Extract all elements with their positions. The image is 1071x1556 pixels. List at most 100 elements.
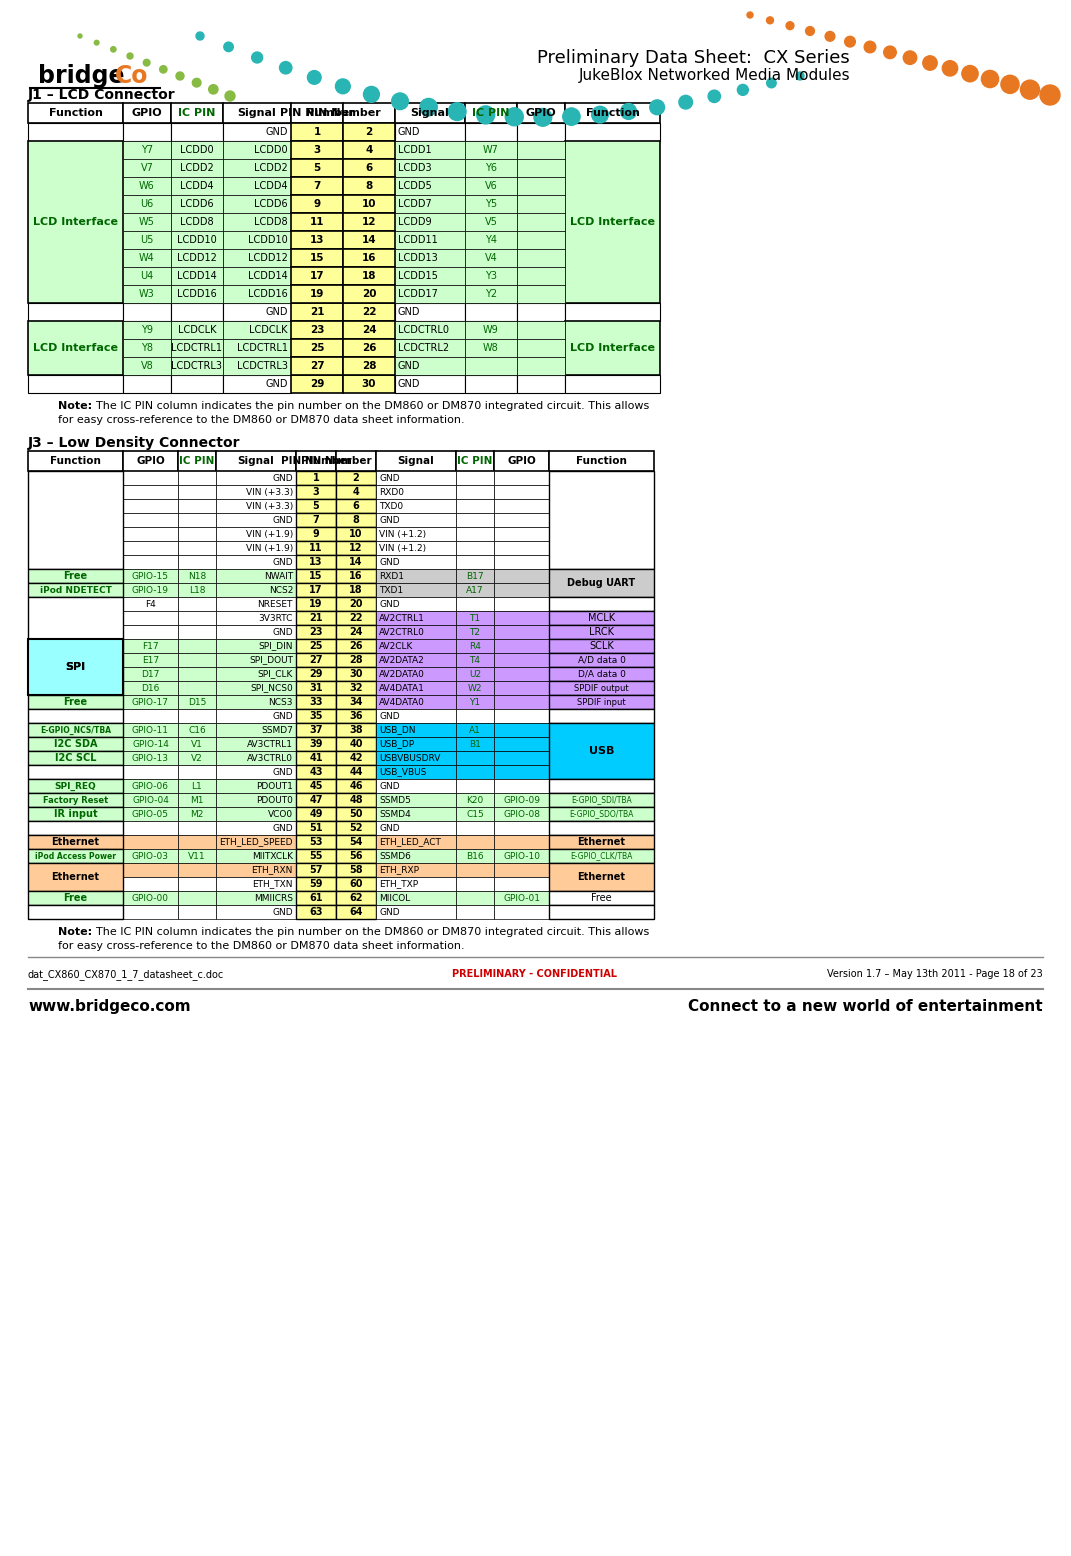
Bar xyxy=(28,471,123,485)
Bar xyxy=(291,194,343,213)
Text: 6: 6 xyxy=(352,501,360,510)
Bar xyxy=(123,892,178,906)
Text: GPIO-17: GPIO-17 xyxy=(132,697,169,706)
Bar xyxy=(549,906,654,920)
Text: LCD Interface: LCD Interface xyxy=(33,342,118,353)
Bar xyxy=(549,682,654,696)
Bar xyxy=(28,471,123,569)
Bar xyxy=(343,339,395,356)
Bar xyxy=(123,303,171,321)
Circle shape xyxy=(591,106,608,123)
Bar xyxy=(456,569,494,584)
Bar xyxy=(494,906,549,920)
Bar xyxy=(549,766,654,780)
Text: JukeBlox Networked Media Modules: JukeBlox Networked Media Modules xyxy=(578,67,850,82)
Text: GPIO-15: GPIO-15 xyxy=(132,571,169,580)
Text: Function: Function xyxy=(50,456,101,465)
Text: PDOUT1: PDOUT1 xyxy=(256,781,293,790)
Text: 25: 25 xyxy=(310,641,322,650)
Bar xyxy=(549,451,654,471)
Text: U4: U4 xyxy=(140,271,153,282)
Text: GND: GND xyxy=(379,557,399,566)
Circle shape xyxy=(767,17,773,23)
Text: Free: Free xyxy=(63,697,88,706)
Bar xyxy=(395,303,465,321)
Text: 55: 55 xyxy=(310,851,322,860)
Text: Y8: Y8 xyxy=(141,342,153,353)
Bar xyxy=(517,268,565,285)
Bar xyxy=(123,194,171,213)
Bar xyxy=(549,794,654,808)
Bar xyxy=(494,640,549,654)
Circle shape xyxy=(176,72,184,79)
Bar xyxy=(123,356,171,375)
Text: ETH_RXP: ETH_RXP xyxy=(379,865,419,874)
Bar xyxy=(456,710,494,724)
Text: LCDCTRL2: LCDCTRL2 xyxy=(398,342,449,353)
Text: V2: V2 xyxy=(191,753,202,762)
Bar xyxy=(123,612,178,626)
Text: Debug UART: Debug UART xyxy=(568,577,635,588)
Bar xyxy=(123,230,171,249)
Bar xyxy=(223,103,291,123)
Text: Function: Function xyxy=(576,456,627,465)
Bar xyxy=(178,766,216,780)
Bar xyxy=(178,906,216,920)
Bar xyxy=(123,668,178,682)
Text: SCLK: SCLK xyxy=(589,641,614,650)
Text: GND: GND xyxy=(398,361,421,370)
Text: U6: U6 xyxy=(140,199,153,209)
Bar xyxy=(465,339,517,356)
Bar xyxy=(376,808,456,822)
Text: VIN (+1.2): VIN (+1.2) xyxy=(379,529,426,538)
Bar xyxy=(565,321,660,375)
Bar xyxy=(494,724,549,738)
Bar xyxy=(376,499,456,513)
Bar xyxy=(465,303,517,321)
Bar xyxy=(517,356,565,375)
Bar xyxy=(171,375,223,394)
Text: LCDD10: LCDD10 xyxy=(177,235,216,244)
Bar xyxy=(223,285,291,303)
Bar xyxy=(28,654,123,668)
Text: MIICOL: MIICOL xyxy=(379,893,410,902)
Bar xyxy=(494,738,549,752)
Text: 50: 50 xyxy=(349,809,363,818)
Text: 45: 45 xyxy=(310,781,322,790)
Bar xyxy=(178,555,216,569)
Text: GPIO-09: GPIO-09 xyxy=(503,795,540,804)
Bar xyxy=(28,499,123,513)
Bar xyxy=(28,640,123,696)
Text: Factory Reset: Factory Reset xyxy=(43,795,108,804)
Bar xyxy=(291,177,343,194)
Bar xyxy=(549,584,654,598)
Text: USB: USB xyxy=(589,745,614,756)
Bar xyxy=(456,640,494,654)
Text: Connect to a new world of entertainment: Connect to a new world of entertainment xyxy=(689,999,1043,1015)
Text: E-GPIO_CLK/TBA: E-GPIO_CLK/TBA xyxy=(571,851,633,860)
Text: 17: 17 xyxy=(310,585,322,594)
Bar xyxy=(517,285,565,303)
Bar xyxy=(123,878,178,892)
Text: GND: GND xyxy=(272,823,293,832)
Bar xyxy=(494,766,549,780)
Text: MIITXCLK: MIITXCLK xyxy=(252,851,293,860)
Bar xyxy=(123,794,178,808)
Bar xyxy=(343,177,395,194)
Bar xyxy=(343,249,395,268)
Text: LCDD2: LCDD2 xyxy=(180,163,214,173)
Bar xyxy=(178,541,216,555)
Bar xyxy=(291,103,343,123)
Bar xyxy=(376,471,456,485)
Bar xyxy=(549,612,654,626)
Text: Ethernet: Ethernet xyxy=(51,837,100,846)
Bar xyxy=(336,696,376,710)
Text: LCDD4: LCDD4 xyxy=(180,180,214,191)
Text: GND: GND xyxy=(272,515,293,524)
Bar xyxy=(123,555,178,569)
Bar xyxy=(123,850,178,864)
Text: GND: GND xyxy=(379,599,399,608)
Bar xyxy=(123,123,171,142)
Bar xyxy=(456,626,494,640)
Text: GND: GND xyxy=(272,557,293,566)
